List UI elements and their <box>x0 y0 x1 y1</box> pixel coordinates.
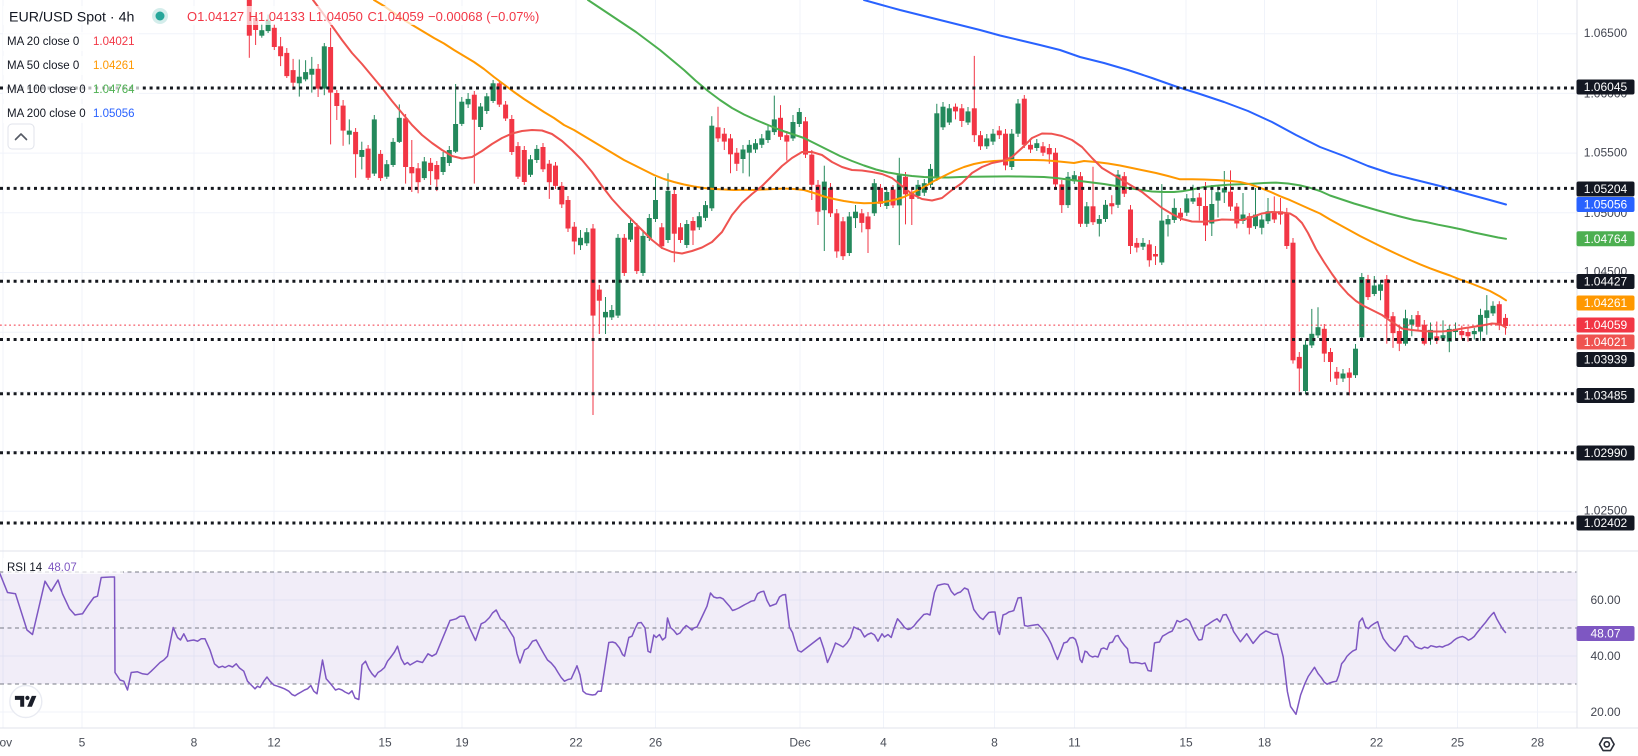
svg-text:25: 25 <box>1451 736 1465 750</box>
svg-text:48.07: 48.07 <box>1590 627 1620 641</box>
svg-text:1.02500: 1.02500 <box>1584 504 1628 518</box>
svg-text:8: 8 <box>991 736 998 750</box>
svg-text:5: 5 <box>79 736 86 750</box>
svg-text:O1.04127: O1.04127 <box>187 9 244 24</box>
svg-text:1.03939: 1.03939 <box>1584 353 1628 367</box>
svg-text:22: 22 <box>1370 736 1384 750</box>
svg-text:1.05056: 1.05056 <box>93 108 135 120</box>
svg-text:H1.04133: H1.04133 <box>249 9 305 24</box>
svg-text:C1.04059: C1.04059 <box>368 9 424 24</box>
svg-text:1.06500: 1.06500 <box>1584 26 1628 40</box>
svg-text:40.00: 40.00 <box>1590 649 1620 663</box>
svg-text:11: 11 <box>1068 736 1081 750</box>
svg-text:1.04059: 1.04059 <box>1584 318 1628 332</box>
svg-text:1.04021: 1.04021 <box>93 36 135 48</box>
svg-text:Nov: Nov <box>0 736 12 750</box>
svg-text:19: 19 <box>455 736 469 750</box>
svg-text:1.04261: 1.04261 <box>1584 296 1628 310</box>
svg-text:1.06045: 1.06045 <box>1584 80 1628 94</box>
svg-text:15: 15 <box>1179 736 1193 750</box>
svg-text:1.04427: 1.04427 <box>1584 275 1628 289</box>
svg-text:1.04764: 1.04764 <box>93 84 135 96</box>
svg-text:22: 22 <box>569 736 583 750</box>
svg-text:60.00: 60.00 <box>1590 593 1620 607</box>
svg-text:1.02402: 1.02402 <box>1584 516 1628 530</box>
svg-text:18: 18 <box>1258 736 1272 750</box>
svg-text:8: 8 <box>191 736 198 750</box>
svg-text:MA 20 close 0: MA 20 close 0 <box>7 36 79 48</box>
svg-text:MA 100 close 0: MA 100 close 0 <box>7 84 86 96</box>
svg-text:Dec: Dec <box>789 736 810 750</box>
svg-text:MA 200 close 0: MA 200 close 0 <box>7 108 86 120</box>
svg-text:−0.00068 (−0.07%): −0.00068 (−0.07%) <box>428 9 539 24</box>
svg-text:20.00: 20.00 <box>1590 705 1620 719</box>
svg-text:1.02990: 1.02990 <box>1584 446 1628 460</box>
svg-text:12: 12 <box>267 736 281 750</box>
svg-text:MA 50 close 0: MA 50 close 0 <box>7 60 79 72</box>
svg-text:RSI 14: RSI 14 <box>7 562 43 574</box>
svg-text:L1.04050: L1.04050 <box>309 9 363 24</box>
svg-text:15: 15 <box>378 736 392 750</box>
svg-text:1.05500: 1.05500 <box>1584 146 1628 160</box>
svg-text:EUR/USD Spot · 4h: EUR/USD Spot · 4h <box>9 10 134 26</box>
svg-text:26: 26 <box>649 736 663 750</box>
svg-text:1.04764: 1.04764 <box>1584 232 1628 246</box>
svg-text:48.07: 48.07 <box>48 562 77 574</box>
svg-text:1.04261: 1.04261 <box>93 60 135 72</box>
svg-text:28: 28 <box>1531 736 1545 750</box>
svg-text:1.05056: 1.05056 <box>1584 198 1628 212</box>
svg-text:1.05204: 1.05204 <box>1584 182 1628 196</box>
svg-text:1.03485: 1.03485 <box>1584 389 1628 403</box>
svg-text:4: 4 <box>880 736 887 750</box>
svg-text:1.04021: 1.04021 <box>1584 335 1628 349</box>
